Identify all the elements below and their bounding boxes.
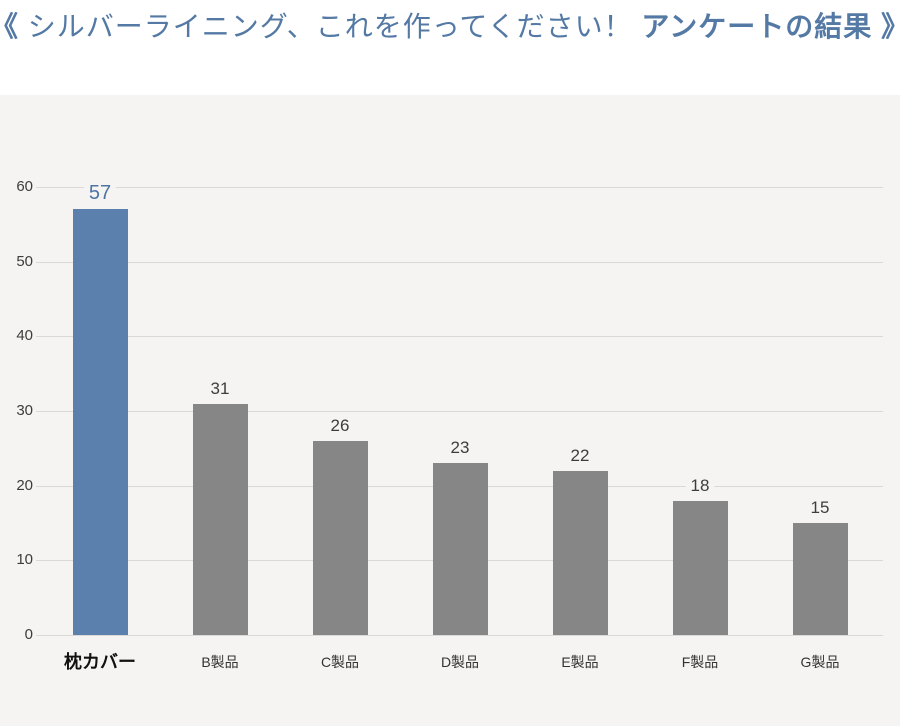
title-text-bold: アンケートの結果 — [641, 11, 873, 42]
bar-value-label: 31 — [205, 378, 235, 399]
bar-chart: 0 10 20 30 40 50 60 57 枕カバー 31 B製品 26 C製品 23 D製品 22 E製品 1… — [0, 95, 900, 726]
bar-7 — [792, 523, 848, 635]
bar-5 — [552, 470, 608, 635]
gridline — [36, 411, 883, 412]
gridline — [36, 336, 883, 338]
gridline — [36, 635, 883, 636]
title-close-bracket: 》 — [872, 9, 900, 45]
bar-value-label: 15 — [805, 498, 835, 518]
bar-value-label: 26 — [325, 415, 355, 436]
x-axis-label: E製品 — [561, 654, 599, 670]
y-tick-label: 0 — [24, 626, 33, 643]
y-tick-label: 20 — [16, 476, 33, 494]
bar-1 — [72, 209, 128, 635]
x-axis-label: C製品 — [320, 654, 360, 670]
chart-title: 《 シルバーライニング、これを作ってください！ アンケートの結果 》 — [0, 0, 900, 95]
x-axis-label: F製品 — [681, 654, 719, 670]
bar-2 — [192, 403, 248, 635]
bar-4 — [432, 463, 488, 635]
title-open-bracket: 《 — [0, 9, 28, 45]
y-tick-label: 60 — [16, 178, 33, 195]
bar-6 — [672, 500, 728, 635]
bar-3 — [312, 440, 368, 635]
y-tick-label: 50 — [16, 252, 33, 270]
gridline — [36, 261, 883, 263]
bar-value-label: 57 — [83, 182, 117, 205]
y-tick-label: 10 — [16, 551, 33, 569]
gridline — [36, 187, 883, 188]
bar-value-label: 22 — [565, 445, 595, 466]
x-axis-label: 枕カバー — [64, 652, 136, 672]
y-tick-label: 40 — [16, 327, 33, 345]
bar-value-label: 23 — [445, 438, 475, 459]
x-axis-label: G製品 — [800, 654, 840, 670]
x-axis-label: B製品 — [201, 654, 239, 670]
x-axis-label: D製品 — [440, 654, 480, 670]
title-text-regular: シルバーライニング、これを作ってください！ — [27, 11, 642, 42]
y-tick-label: 30 — [16, 402, 33, 419]
bar-value-label: 18 — [685, 475, 715, 496]
